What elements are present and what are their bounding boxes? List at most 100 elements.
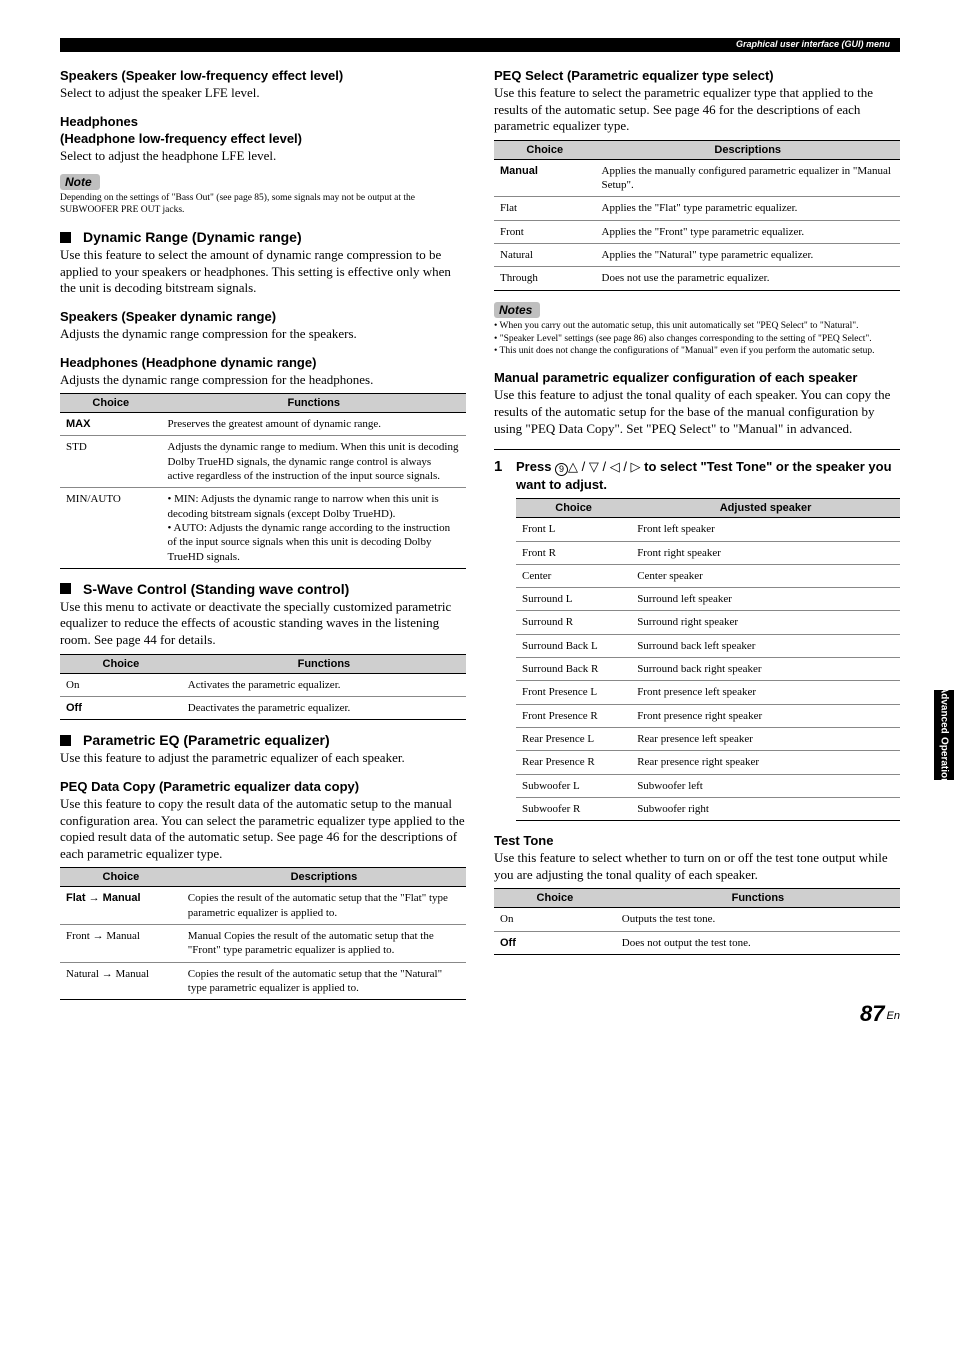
header-text: Graphical user interface (GUI) menu [736,39,890,49]
table-row: Front Presence LFront presence left spea… [516,681,900,704]
table-row: MIN/AUTO• MIN: Adjusts the dynamic range… [60,488,466,568]
swave-body: Use this menu to activate or deactivate … [60,599,466,649]
table-row: Rear Presence RRear presence right speak… [516,751,900,774]
table-header: Choice [494,140,596,159]
manual-peq-body: Use this feature to adjust the tonal qua… [494,387,900,437]
swave-table: Choice Functions OnActivates the paramet… [60,654,466,721]
table-body: Flat → ManualCopies the result of the au… [60,887,466,1000]
table-row: Front RFront right speaker [516,541,900,564]
headphones-lfe-title1: Headphones [60,114,466,129]
table-cell-value: Surround left speaker [631,588,900,611]
table-cell-value: Preserves the greatest amount of dynamic… [162,413,467,436]
table-cell-key: Center [516,564,631,587]
table-cell-value: Front left speaker [631,518,900,541]
step-number: 1 [494,458,516,493]
table-row: Surround Back LSurround back left speake… [516,634,900,657]
peq-body: Use this feature to adjust the parametri… [60,750,466,767]
swave-heading: S-Wave Control (Standing wave control) [60,581,466,597]
dynamic-range-table: Choice Functions MAXPreserves the greate… [60,393,466,569]
table-cell-value: Center speaker [631,564,900,587]
table-cell-value: Does not output the test tone. [616,931,900,954]
testtone-table: Choice Functions OnOutputs the test tone… [494,888,900,955]
headphones-lfe-title2: (Headphone low-frequency effect level) [60,131,466,146]
table-row: OffDoes not output the test tone. [494,931,900,954]
table-header: Functions [182,654,466,673]
table-row: Natural → ManualCopies the result of the… [60,962,466,1000]
table-row: STDAdjusts the dynamic range to medium. … [60,436,466,488]
table-cell-key: MAX [60,413,162,436]
list-item: This unit does not change the configurat… [494,346,900,358]
table-cell-value: Surround back right speaker [631,658,900,681]
table-cell-value: Applies the "Flat" type parametric equal… [596,197,901,220]
table-row: OffDeactivates the parametric equalizer. [60,696,466,719]
header-bar: Graphical user interface (GUI) menu [60,38,900,52]
table-cell-value: Front presence right speaker [631,704,900,727]
table-cell-key: Rear Presence R [516,751,631,774]
table-row: Surround Back RSurround back right speak… [516,658,900,681]
table-row: Flat → ManualCopies the result of the au… [60,887,466,925]
table-row: Rear Presence LRear presence left speake… [516,727,900,750]
table-row: CenterCenter speaker [516,564,900,587]
side-tab: Advanced Operation [934,690,954,780]
peq-datacopy-title: PEQ Data Copy (Parametric equalizer data… [60,779,466,794]
table-row: FlatApplies the "Flat" type parametric e… [494,197,900,220]
table-header: Choice [60,868,182,887]
table-cell-key: Surround Back R [516,658,631,681]
table-cell-key: Surround R [516,611,631,634]
table-cell-key: On [494,908,616,931]
table-cell-value: • MIN: Adjusts the dynamic range to narr… [162,488,467,568]
table-header: Choice [494,889,616,908]
table-cell-value: Front presence left speaker [631,681,900,704]
speakers-dr-title: Speakers (Speaker dynamic range) [60,309,466,324]
peq-select-title: PEQ Select (Parametric equalizer type se… [494,68,900,83]
table-cell-value: Does not use the parametric equalizer. [596,267,901,290]
peq-select-body: Use this feature to select the parametri… [494,85,900,135]
swave-title: S-Wave Control (Standing wave control) [83,581,349,597]
table-row: OnOutputs the test tone. [494,908,900,931]
table-row: Front LFront left speaker [516,518,900,541]
table-cell-key: Off [494,931,616,954]
peq-title: Parametric EQ (Parametric equalizer) [83,732,330,748]
table-cell-value: Applies the "Natural" type parametric eq… [596,244,901,267]
table-cell-value: Surround right speaker [631,611,900,634]
list-item: When you carry out the automatic setup, … [494,321,900,333]
dynamic-range-heading: Dynamic Range (Dynamic range) [60,229,466,245]
table-row: Front Presence RFront presence right spe… [516,704,900,727]
page-number-value: 87 [860,1001,884,1026]
side-tab-line1: Advanced [939,686,950,734]
table-body: OnActivates the parametric equalizer.Off… [60,673,466,720]
table-cell-key: Natural → Manual [60,962,182,1000]
table-cell-value: Copies the result of the automatic setup… [182,962,466,1000]
table-body: ManualApplies the manually configured pa… [494,159,900,290]
testtone-title: Test Tone [494,833,900,848]
peq-datacopy-body: Use this feature to copy the result data… [60,796,466,863]
square-bullet-icon [60,583,71,594]
headphones-dr-body: Adjusts the dynamic range compression fo… [60,372,466,389]
table-cell-value: Subwoofer left [631,774,900,797]
arrow-icons: △ / ▽ / ◁ / ▷ [568,459,641,474]
table-row: Front → ManualManual Copies the result o… [60,924,466,962]
page-number-suffix: En [887,1010,900,1022]
table-cell-value: Adjusts the dynamic range to medium. Whe… [162,436,467,488]
table-header: Descriptions [596,140,901,159]
remote-button-9-icon: 9 [555,463,568,476]
table-cell-key: Off [60,696,182,719]
lfe-note-text: Depending on the settings of "Bass Out" … [60,193,466,217]
table-cell-key: Front Presence R [516,704,631,727]
table-cell-key: Front [494,220,596,243]
step1-table-wrap: Choice Adjusted speaker Front LFront lef… [494,498,900,821]
dynamic-range-title: Dynamic Range (Dynamic range) [83,229,302,245]
table-cell-key: Front L [516,518,631,541]
table-cell-key: Rear Presence L [516,727,631,750]
table-cell-key: Front Presence L [516,681,631,704]
table-cell-key: Subwoofer L [516,774,631,797]
table-cell-key: Surround L [516,588,631,611]
table-cell-key: Flat → Manual [60,887,182,925]
testtone-body: Use this feature to select whether to tu… [494,850,900,883]
table-cell-value: Deactivates the parametric equalizer. [182,696,466,719]
peq-heading: Parametric EQ (Parametric equalizer) [60,732,466,748]
dynamic-range-body: Use this feature to select the amount of… [60,247,466,297]
square-bullet-icon [60,735,71,746]
table-cell-value: Applies the "Front" type parametric equa… [596,220,901,243]
list-item: "Speaker Level" settings (see page 86) a… [494,334,900,346]
